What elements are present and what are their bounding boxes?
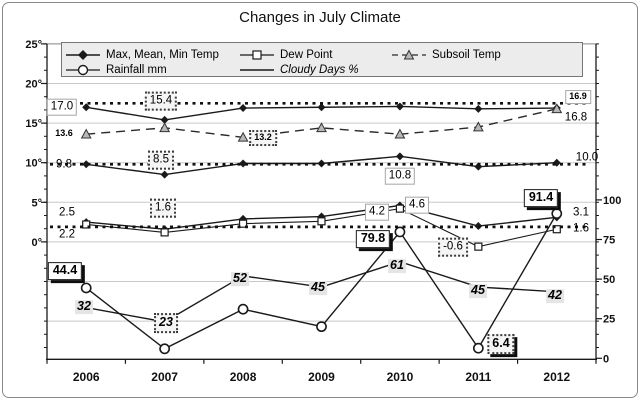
axis-tick-label: 75: [603, 235, 615, 247]
circle-line-icon: [66, 64, 100, 76]
circle-marker-rainfall: [237, 303, 249, 315]
data-label: 9.8: [56, 158, 72, 171]
data-label: 91.4: [523, 189, 559, 207]
circle-marker-rainfall: [472, 342, 484, 354]
data-label: 1.6: [150, 198, 176, 218]
circle-marker-rainfall: [159, 343, 171, 355]
data-label: -0.6: [438, 237, 468, 257]
data-label: 44.4: [47, 262, 83, 280]
circle-marker-rainfall: [394, 226, 406, 238]
square-marker-dew_point: [474, 242, 483, 251]
chart-title: Changes in July Climate: [239, 9, 401, 26]
axis-tick-label: 25°: [25, 39, 42, 51]
square-marker-dew_point: [552, 225, 561, 234]
legend-label-subsoil: Subsoil Temp: [432, 49, 501, 61]
legend-label-cloudy: Cloudy Days %: [280, 64, 359, 76]
data-label: 42: [546, 288, 564, 303]
square-marker-dew_point: [160, 228, 169, 237]
diamond-marker-max_temp: [474, 104, 483, 113]
axis-tick-label: 2011: [465, 370, 491, 384]
data-label: 1.6: [573, 222, 589, 235]
data-label: 8.5: [148, 150, 174, 170]
triangle-marker-subsoil: [159, 122, 171, 133]
legend-item-dew: Dew Point: [240, 48, 332, 62]
data-label: 13.6: [55, 128, 73, 139]
axis-tick-label: 100: [603, 195, 621, 207]
data-label: 16.9: [565, 90, 591, 104]
axis-tick-label: 2006: [73, 370, 100, 384]
square-marker-dew_point: [395, 204, 405, 213]
triangle-marker-subsoil: [316, 122, 327, 133]
diamond-marker-max_temp: [239, 104, 248, 113]
data-label: 17.0: [46, 98, 78, 116]
axis-tick-label: 25: [603, 314, 615, 326]
diamond-marker-max_temp: [160, 115, 169, 124]
axis-tick-label: 2012: [543, 370, 570, 384]
triangle-marker-subsoil: [472, 121, 484, 132]
legend-item-subsoil: Subsoil Temp: [392, 48, 501, 62]
axis-tick-label: 2009: [308, 370, 335, 384]
square-marker-dew_point: [317, 217, 326, 226]
square-marker-dew_point: [238, 219, 248, 228]
axis-tick-label: 10°: [25, 158, 42, 170]
axis-tick-label: 2007: [151, 370, 178, 384]
data-label: 3.1: [573, 206, 589, 219]
circle-marker-rainfall: [551, 208, 563, 219]
data-label: 2.2: [59, 228, 75, 241]
axis-tick-label: 0: [603, 353, 609, 365]
data-label: 2.5: [59, 206, 75, 219]
axis-tick-label: 2010: [387, 370, 414, 384]
legend-item-cloudy: Cloudy Days %: [240, 63, 359, 77]
axis-tick-label: 50: [603, 274, 615, 286]
legend: Max, Mean, Min Temp Dew Point Subsoil Te…: [61, 42, 583, 77]
triangle-marker-subsoil: [551, 103, 563, 114]
data-label: 4.6: [405, 196, 429, 214]
data-label: 45: [469, 283, 487, 298]
circle-marker-rainfall: [80, 282, 92, 294]
data-label: 13.2: [249, 130, 277, 146]
data-label: 79.8: [355, 230, 391, 248]
triangle-dash-line-icon: [392, 49, 426, 60]
data-label: 10.8: [384, 167, 416, 185]
plain-line-icon: [240, 69, 274, 71]
triangle-marker-subsoil: [80, 128, 92, 139]
data-label: 23: [154, 313, 178, 333]
diamond-marker-mean_temp: [160, 170, 169, 179]
data-label: 4.2: [365, 203, 389, 221]
diamond-marker-mean_temp: [82, 160, 91, 169]
legend-item-temp: Max, Mean, Min Temp: [66, 48, 219, 62]
square-line-icon: [240, 50, 274, 60]
axis-tick-label: 15°: [25, 118, 42, 130]
axis-tick-label: 2008: [230, 370, 257, 384]
circle-marker-rainfall: [316, 321, 327, 333]
diamond-marker-max_temp: [82, 103, 91, 112]
data-label: 6.4: [487, 334, 515, 354]
triangle-marker-subsoil: [237, 131, 249, 142]
axis-tick-label: 20°: [25, 79, 42, 91]
legend-item-rainfall: Rainfall mm: [66, 63, 167, 77]
data-label: 15.4: [144, 91, 178, 111]
triangle-marker-subsoil: [394, 128, 406, 139]
data-label: 16.8: [564, 111, 588, 124]
diamond-marker-max_temp: [317, 103, 326, 112]
data-label: 10.0: [575, 151, 599, 164]
data-label: 45: [309, 280, 327, 295]
legend-label-dew: Dew Point: [280, 49, 333, 61]
diamond-line-icon: [66, 50, 100, 60]
axis-tick-label: 5°: [31, 197, 42, 209]
square-marker-dew_point: [82, 220, 91, 229]
data-label: 52: [231, 271, 249, 286]
data-label: 32: [75, 299, 93, 314]
legend-label-temp: Max, Mean, Min Temp: [106, 49, 219, 61]
data-label: 61: [388, 258, 406, 273]
legend-label-rainfall: Rainfall mm: [106, 64, 167, 76]
diamond-marker-mean_temp: [395, 152, 404, 161]
axis-tick-label: 0°: [31, 237, 42, 249]
